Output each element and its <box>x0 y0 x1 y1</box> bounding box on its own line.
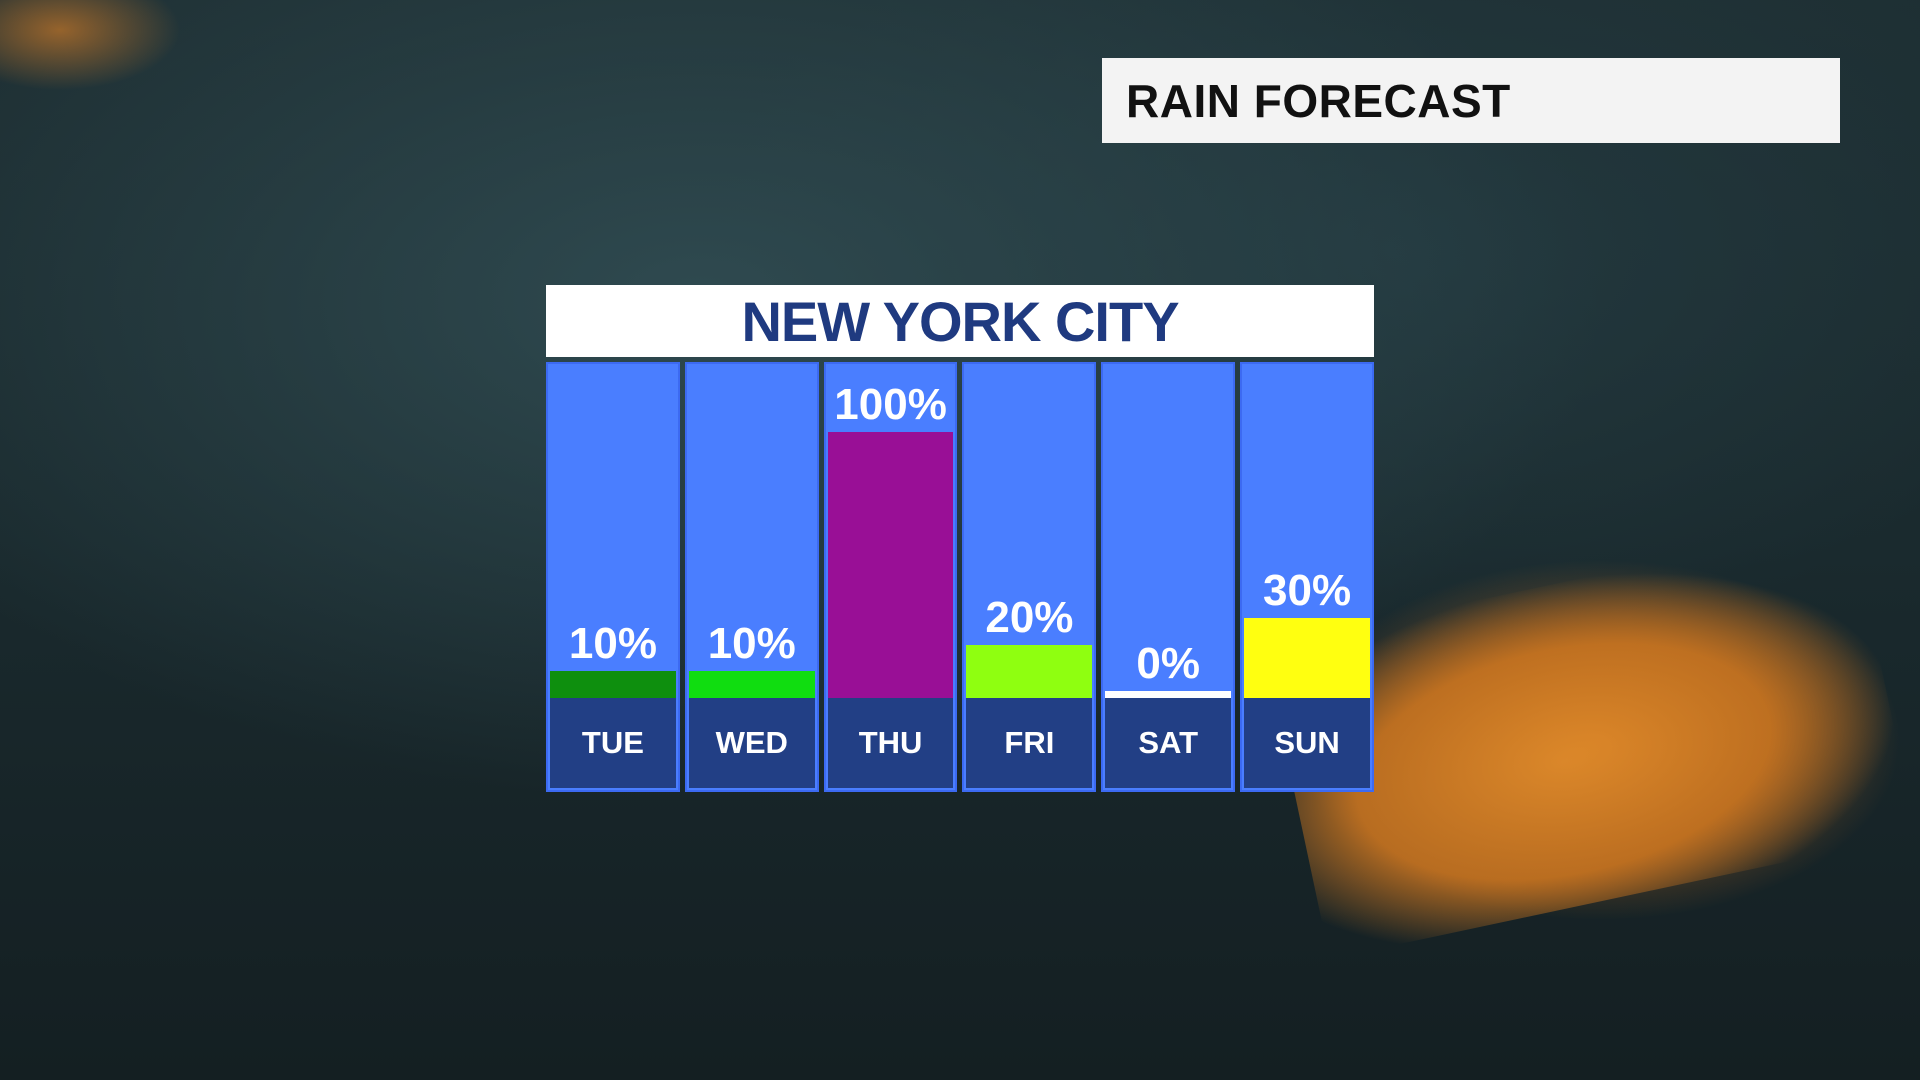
chart-title: NEW YORK CITY <box>741 289 1179 353</box>
banner-title: RAIN FORECAST <box>1126 74 1511 127</box>
data-label: 20% <box>985 592 1074 642</box>
chart-header: NEW YORK CITY <box>546 285 1374 357</box>
data-label: 0% <box>1136 639 1201 688</box>
column-wed: 10% WED <box>684 362 819 792</box>
chart-columns: 10% TUE 10% WED 100% THU 20% FRI 0% SAT 30% SUN <box>546 362 1374 792</box>
day-label: SUN <box>1244 698 1370 788</box>
day-label: WED <box>688 698 815 788</box>
bar-wed <box>688 671 815 698</box>
data-label: 10% <box>568 619 657 669</box>
data-label: 100% <box>834 380 947 429</box>
day-label: SAT <box>1105 698 1232 788</box>
bar-sat <box>1105 691 1232 698</box>
bar-thu <box>827 432 954 698</box>
column-thu: 100% THU <box>823 362 958 792</box>
column-fri: 20% FRI <box>962 362 1097 792</box>
day-label: FRI <box>966 698 1093 788</box>
rain-forecast-banner: RAIN FORECAST <box>1102 58 1840 143</box>
day-label: TUE <box>550 698 676 788</box>
column-sun: 30% SUN <box>1240 362 1374 792</box>
data-label: 30% <box>1263 566 1352 616</box>
day-label: THU <box>827 698 954 788</box>
bar-fri <box>966 644 1093 698</box>
bar-sun <box>1244 618 1370 698</box>
column-tue: 10% TUE <box>546 362 680 792</box>
rain-chart-panel: NEW YORK CITY 10% TUE 10% WED 100% THU 20% FRI 0… <box>546 285 1374 792</box>
data-label: 10% <box>707 619 796 669</box>
bar-tue <box>550 671 676 698</box>
column-sat: 0% SAT <box>1101 362 1236 792</box>
